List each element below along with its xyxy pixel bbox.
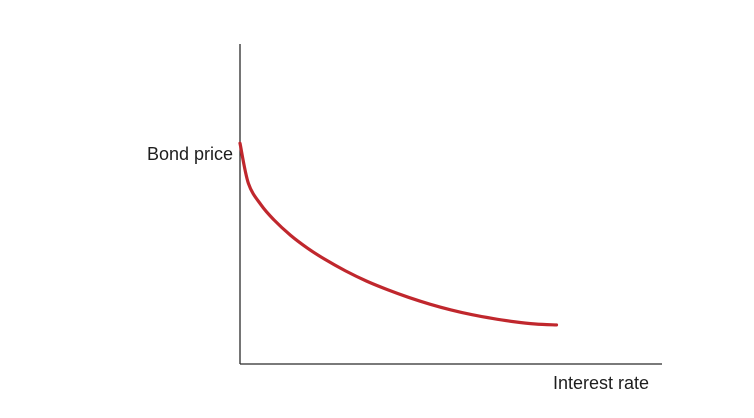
bond-price-curve: [238, 141, 559, 327]
x-axis-label: Interest rate: [553, 373, 649, 393]
series-layer: [238, 141, 559, 327]
y-axis-label: Bond price: [147, 144, 233, 164]
